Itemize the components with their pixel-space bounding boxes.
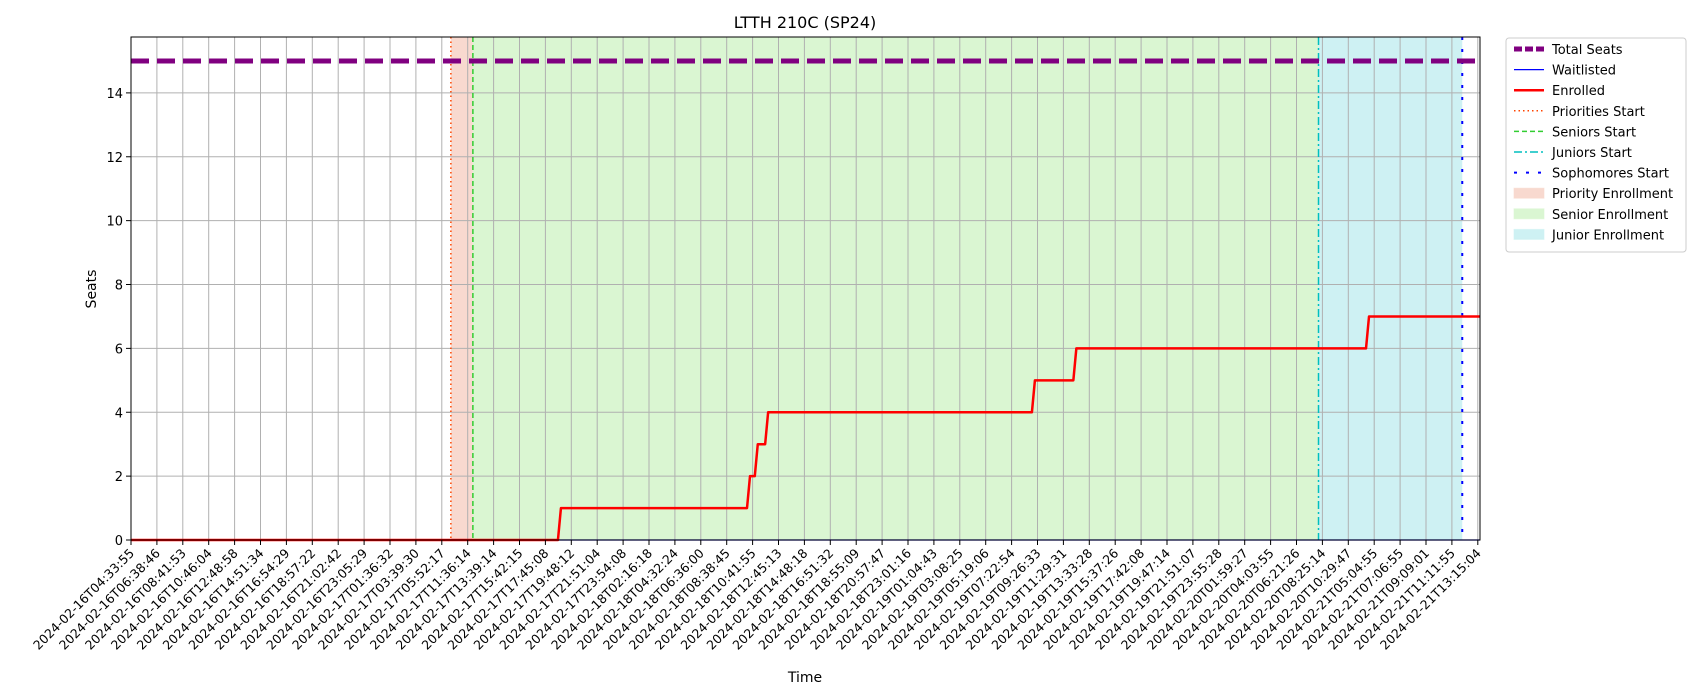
junior-enrollment-span — [1318, 37, 1463, 540]
phase-start-markers — [450, 37, 1464, 540]
legend-label-seniors: Seniors Start — [1552, 125, 1636, 140]
legend-label-junior_span: Junior Enrollment — [1551, 228, 1664, 243]
chart-title: LTTH 210C (SP24) — [734, 13, 877, 32]
legend-label-sophomores: Sophomores Start — [1552, 167, 1669, 182]
legend-label-total: Total Seats — [1551, 43, 1623, 58]
legend-label-juniors: Juniors Start — [1551, 146, 1632, 161]
y-tick-label: 10 — [106, 215, 123, 230]
legend-label-priority_span: Priority Enrollment — [1552, 187, 1673, 202]
legend-swatch-senior_span — [1513, 208, 1545, 220]
legend-label-waitlisted: Waitlisted — [1552, 64, 1616, 79]
y-axis-ticks: 0 2 4 6 8 10 12 14 — [106, 87, 131, 549]
enrolled-line — [131, 315, 1480, 542]
x-axis-label: Time — [787, 670, 822, 686]
y-axis-label: Seats — [84, 270, 100, 309]
legend-label-senior_span: Senior Enrollment — [1552, 208, 1668, 223]
y-tick-label: 12 — [106, 151, 123, 166]
legend-swatch-junior_span — [1513, 228, 1545, 240]
grid-lines — [130, 37, 1480, 541]
priority-enrollment-span — [450, 37, 473, 540]
enrollment-spans — [450, 37, 1463, 540]
legend: Total Seats Waitlisted Enrolled Priorities … — [1505, 37, 1687, 253]
plot-frame — [130, 36, 1481, 541]
y-tick-label: 0 — [115, 534, 123, 549]
y-tick-label: 6 — [115, 342, 123, 357]
x-axis-ticks: 2024-02-16T04:33:552024-02-16T06:38:4620… — [30, 540, 1484, 653]
legend-label-enrolled: Enrolled — [1552, 84, 1605, 99]
y-tick-label: 4 — [115, 406, 123, 421]
legend-swatch-priority_span — [1513, 187, 1545, 199]
y-tick-label: 14 — [106, 87, 123, 102]
legend-box — [1505, 37, 1687, 253]
y-tick-label: 2 — [115, 470, 123, 485]
y-tick-label: 8 — [115, 279, 123, 294]
senior-enrollment-span — [472, 37, 1319, 540]
legend-label-priorities: Priorities Start — [1552, 105, 1645, 120]
